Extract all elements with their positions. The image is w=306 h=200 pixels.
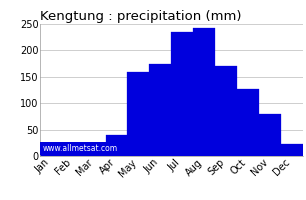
Bar <box>128 72 149 156</box>
Bar <box>149 64 171 156</box>
Bar <box>62 151 84 156</box>
Bar <box>40 148 62 156</box>
Text: www.allmetsat.com: www.allmetsat.com <box>43 144 118 153</box>
Bar <box>281 144 303 156</box>
Bar <box>215 66 237 156</box>
Bar <box>237 89 259 156</box>
Bar <box>84 148 106 156</box>
Bar <box>106 135 128 156</box>
Bar <box>171 32 193 156</box>
Bar <box>259 114 281 156</box>
Text: Kengtung : precipitation (mm): Kengtung : precipitation (mm) <box>40 10 241 23</box>
Bar <box>193 28 215 156</box>
